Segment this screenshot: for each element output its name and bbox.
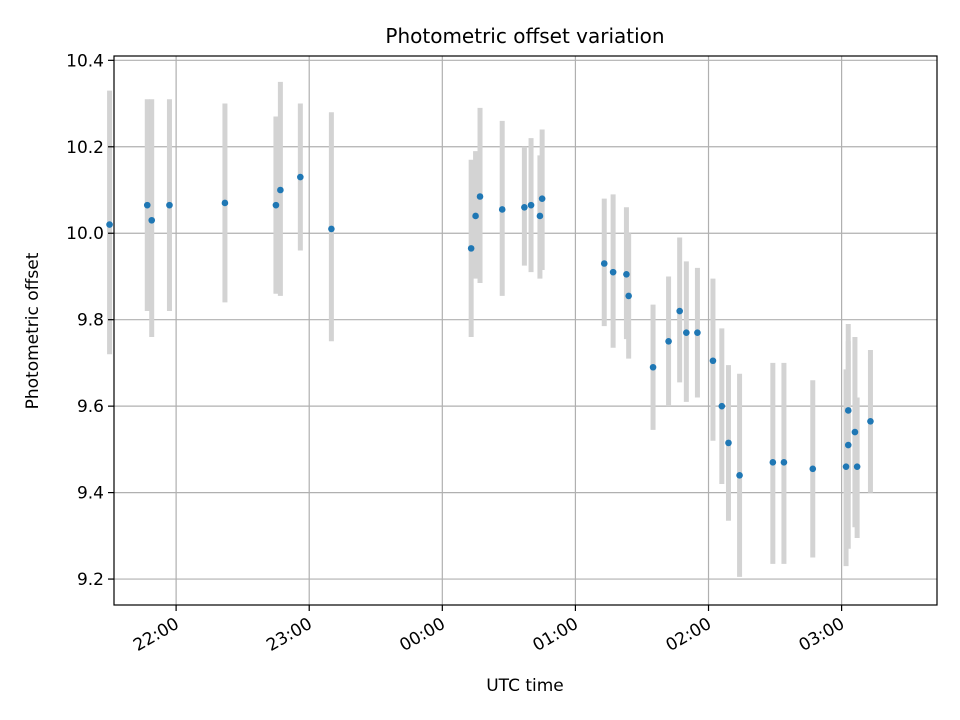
y-axis-label: Photometric offset <box>23 252 43 409</box>
x-tick-label: 02:00 <box>663 614 715 656</box>
data-point <box>736 472 743 479</box>
y-tick-label: 9.2 <box>77 570 104 590</box>
data-point <box>143 201 151 209</box>
error-bars <box>107 81 873 577</box>
data-point <box>851 428 859 436</box>
data-point <box>725 439 732 447</box>
plot-frame <box>113 55 938 606</box>
x-axis-ticks: 22:00 23:00 00:00 01:00 02:00 03:00 <box>130 605 848 656</box>
data-point <box>609 268 617 276</box>
x-tick-label: 03:00 <box>796 614 848 656</box>
data-point <box>709 357 717 365</box>
data-point <box>536 212 544 220</box>
data-point <box>853 463 861 470</box>
data-point <box>780 459 788 466</box>
data-point <box>476 193 484 200</box>
data-point <box>683 329 690 336</box>
data-point <box>769 459 777 466</box>
data-point <box>272 201 280 209</box>
data-point <box>148 216 156 224</box>
data-point <box>649 363 657 371</box>
x-tick-label: 01:00 <box>529 614 581 656</box>
x-tick-label: 00:00 <box>396 614 448 656</box>
y-tick-label: 10.2 <box>66 138 104 158</box>
data-point <box>600 260 608 267</box>
data-point <box>718 402 726 410</box>
data-point <box>527 201 535 209</box>
y-axis-ticks: 9.2 9.4 9.6 9.8 10.0 10.2 10.4 <box>66 51 114 590</box>
y-tick-label: 9.8 <box>77 311 104 331</box>
data-point <box>106 221 113 228</box>
data-point <box>166 201 173 209</box>
grid-lines <box>114 56 937 605</box>
data-point <box>867 417 874 425</box>
data-points <box>106 173 874 479</box>
data-point <box>538 195 546 202</box>
data-point <box>472 212 479 220</box>
data-point <box>665 338 672 345</box>
y-tick-label: 10.4 <box>66 51 104 71</box>
x-tick-label: 22:00 <box>130 614 182 656</box>
data-point <box>809 465 817 473</box>
data-point <box>328 225 335 233</box>
x-axis-label: UTC time <box>486 676 564 696</box>
data-point <box>676 307 683 315</box>
data-point <box>694 329 701 336</box>
data-point <box>467 245 475 252</box>
data-point <box>297 173 304 181</box>
chart-title: Photometric offset variation <box>385 24 664 48</box>
y-tick-label: 10.0 <box>66 224 104 244</box>
data-point <box>842 463 850 470</box>
data-point <box>844 441 852 449</box>
data-point <box>498 206 506 213</box>
x-tick-label: 23:00 <box>263 614 315 656</box>
data-point <box>521 203 528 211</box>
data-point <box>277 186 284 194</box>
data-point <box>844 407 852 414</box>
data-point <box>625 292 632 300</box>
y-tick-label: 9.6 <box>77 397 104 417</box>
data-point <box>623 271 630 278</box>
y-tick-label: 9.4 <box>77 484 104 504</box>
data-point <box>221 199 229 207</box>
